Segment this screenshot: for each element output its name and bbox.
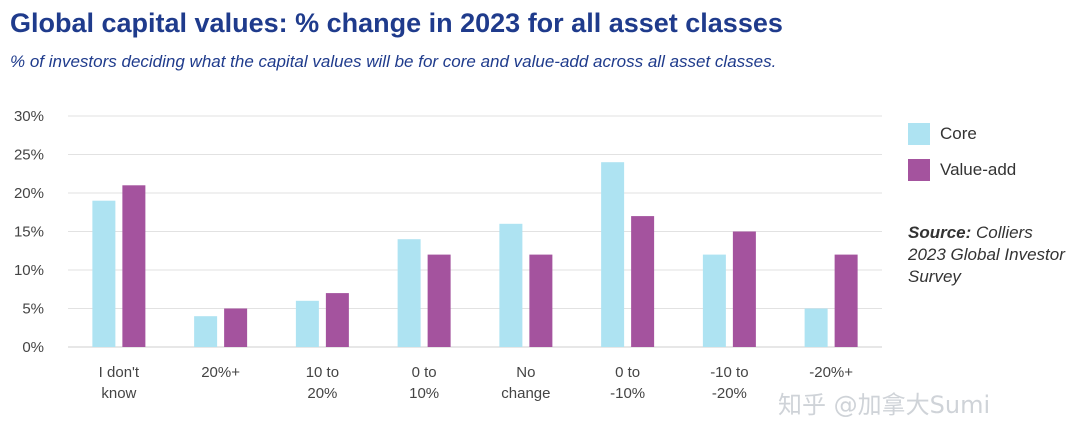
x-tick-label: 20% (307, 385, 337, 402)
source-note: Source: Colliers 2023 Global Investor Su… (908, 222, 1073, 288)
x-tick-label: know (101, 385, 136, 402)
bar-core (397, 239, 421, 347)
bar-value-add (325, 293, 349, 347)
bar-core (92, 200, 116, 347)
y-tick-label: 0% (22, 339, 44, 356)
source-label: Source: (908, 223, 972, 242)
bar-core (194, 316, 218, 347)
bar-chart: 0% 5% 10% 15% 20% 25% 30% I don't know 20%+ 10 to… (14, 108, 882, 402)
source-text: Colliers 2023 Global Investor Survey (908, 223, 1065, 286)
y-tick-label: 25% (14, 147, 44, 164)
chart-subtitle: % of investors deciding what the capital… (10, 52, 777, 71)
bar-core (804, 308, 828, 347)
x-tick-label: 0 to (412, 364, 437, 381)
legend-item-core: Core (908, 122, 1016, 146)
legend-swatch-core (908, 123, 930, 145)
y-axis-ticks: 0% 5% 10% 15% 20% 25% 30% (14, 108, 44, 356)
bar-value-add (122, 185, 146, 347)
y-tick-label: 30% (14, 108, 44, 125)
bar-core (702, 254, 726, 347)
bar-value-add (427, 254, 451, 347)
y-tick-label: 10% (14, 262, 44, 279)
x-tick-label: I don't (99, 364, 140, 381)
legend-swatch-value-add (908, 159, 930, 181)
bar-value-add (529, 254, 553, 347)
bar-value-add (732, 231, 756, 347)
bar-core (295, 300, 319, 347)
x-tick-label: -10% (610, 385, 645, 402)
x-axis-labels: I don't know 20%+ 10 to 20% 0 to 10% No change 0 … (99, 364, 854, 402)
y-tick-label: 5% (22, 301, 44, 318)
bar-core (499, 223, 523, 347)
legend-label-value-add: Value-add (940, 160, 1017, 179)
bar-value-add (631, 216, 655, 347)
legend: Core Value-add (908, 122, 1016, 194)
chart-title: Global capital values: % change in 2023 … (10, 8, 783, 38)
watermark: 知乎 @加拿大Sumi (778, 391, 991, 419)
x-tick-label: -20% (712, 385, 747, 402)
x-tick-label: -10 to (710, 364, 748, 381)
legend-item-value-add: Value-add (908, 158, 1016, 182)
x-tick-label: change (501, 385, 550, 402)
bar-core (601, 162, 625, 347)
x-tick-label: 10 to (306, 364, 339, 381)
x-tick-label: No (516, 364, 535, 381)
x-tick-label: -20%+ (809, 364, 853, 381)
y-tick-label: 20% (14, 185, 44, 202)
bar-value-add (224, 308, 248, 347)
x-tick-label: 0 to (615, 364, 640, 381)
bar-value-add (834, 254, 858, 347)
x-tick-label: 20%+ (201, 364, 240, 381)
legend-label-core: Core (940, 124, 977, 143)
grid-lines (68, 115, 882, 348)
y-tick-label: 15% (14, 224, 44, 241)
x-tick-label: 10% (409, 385, 439, 402)
bars (92, 162, 858, 347)
